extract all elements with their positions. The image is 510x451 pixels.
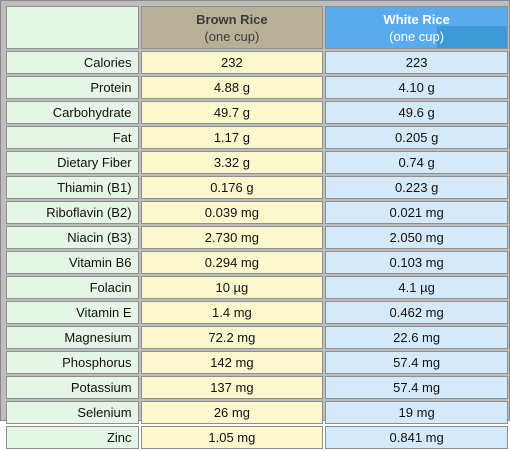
table-row: Calories 232 223 [6, 51, 508, 74]
table-row: Magnesium 72.2 mg 22.6 mg [6, 326, 508, 349]
table-row: Vitamin B6 0.294 mg 0.103 mg [6, 251, 508, 274]
white-rice-value: 0.103 mg [325, 251, 508, 274]
brown-rice-value: 137 mg [140, 376, 324, 399]
nutrient-label: Thiamin (B1) [6, 176, 139, 199]
nutrient-label: Carbohydrate [6, 101, 139, 124]
nutrient-label: Riboflavin (B2) [6, 201, 139, 224]
brown-rice-value: 232 [140, 51, 324, 74]
white-rice-title: White Rice [383, 11, 450, 27]
white-rice-value: 49.6 g [325, 101, 508, 124]
white-rice-value: 4.1 µg [325, 276, 508, 299]
white-rice-value: 0.021 mg [325, 201, 508, 224]
brown-rice-value: 3.32 g [140, 151, 324, 174]
brown-rice-value: 1.4 mg [140, 301, 324, 324]
brown-rice-value: 142 mg [140, 351, 324, 374]
nutrient-label: Protein [6, 76, 139, 99]
brown-rice-title: Brown Rice [196, 11, 268, 27]
table-row: Zinc 1.05 mg 0.841 mg [6, 426, 508, 449]
nutrient-label: Calories [6, 51, 139, 74]
brown-rice-value: 72.2 mg [140, 326, 324, 349]
nutrient-label: Fat [6, 126, 139, 149]
nutrient-label: Dietary Fiber [6, 151, 139, 174]
brown-rice-header: Brown Rice (one cup) [140, 6, 324, 49]
white-rice-value: 0.462 mg [325, 301, 508, 324]
table-body: Calories 232 223 Protein 4.88 g 4.10 g Carbohy… [6, 51, 508, 449]
brown-rice-value: 1.17 g [140, 126, 324, 149]
white-rice-value: 57.4 mg [325, 376, 508, 399]
nutrient-label: Vitamin B6 [6, 251, 139, 274]
table-row: Phosphorus 142 mg 57.4 mg [6, 351, 508, 374]
nutrition-comparison-table: Brown Rice (one cup) White Rice (one cup… [4, 4, 510, 451]
nutrient-label: Niacin (B3) [6, 226, 139, 249]
nutrient-label: Magnesium [6, 326, 139, 349]
nutrient-label: Vitamin E [6, 301, 139, 324]
table-header: Brown Rice (one cup) White Rice (one cup… [6, 6, 508, 49]
white-rice-value: 57.4 mg [325, 351, 508, 374]
brown-rice-value: 10 µg [140, 276, 324, 299]
white-rice-serving: (one cup) [389, 28, 445, 44]
nutrient-label: Potassium [6, 376, 139, 399]
corner-cell [6, 6, 139, 49]
brown-rice-value: 0.039 mg [140, 201, 324, 224]
table-row: Niacin (B3) 2.730 mg 2.050 mg [6, 226, 508, 249]
table-row: Protein 4.88 g 4.10 g [6, 76, 508, 99]
table-row: Folacin 10 µg 4.1 µg [6, 276, 508, 299]
white-rice-header: White Rice (one cup) [325, 6, 508, 49]
white-rice-value: 223 [325, 51, 508, 74]
nutrient-label: Zinc [6, 426, 139, 449]
table-row: Potassium 137 mg 57.4 mg [6, 376, 508, 399]
table-row: Carbohydrate 49.7 g 49.6 g [6, 101, 508, 124]
white-rice-value: 4.10 g [325, 76, 508, 99]
white-rice-value: 22.6 mg [325, 326, 508, 349]
white-rice-value: 0.74 g [325, 151, 508, 174]
brown-rice-value: 49.7 g [140, 101, 324, 124]
nutrient-label: Phosphorus [6, 351, 139, 374]
white-rice-value: 0.841 mg [325, 426, 508, 449]
brown-rice-serving: (one cup) [204, 28, 260, 44]
brown-rice-value: 0.176 g [140, 176, 324, 199]
brown-rice-value: 1.05 mg [140, 426, 324, 449]
brown-rice-value: 2.730 mg [140, 226, 324, 249]
brown-rice-value: 0.294 mg [140, 251, 324, 274]
header-row: Brown Rice (one cup) White Rice (one cup… [6, 6, 508, 49]
nutrient-label: Folacin [6, 276, 139, 299]
header-accent [437, 26, 507, 48]
table-row: Riboflavin (B2) 0.039 mg 0.021 mg [6, 201, 508, 224]
table-row: Thiamin (B1) 0.176 g 0.223 g [6, 176, 508, 199]
brown-rice-value: 4.88 g [140, 76, 324, 99]
table-row: Vitamin E 1.4 mg 0.462 mg [6, 301, 508, 324]
table-row: Dietary Fiber 3.32 g 0.74 g [6, 151, 508, 174]
white-rice-value: 0.223 g [325, 176, 508, 199]
white-rice-value: 0.205 g [325, 126, 508, 149]
white-rice-value: 2.050 mg [325, 226, 508, 249]
table-row: Fat 1.17 g 0.205 g [6, 126, 508, 149]
